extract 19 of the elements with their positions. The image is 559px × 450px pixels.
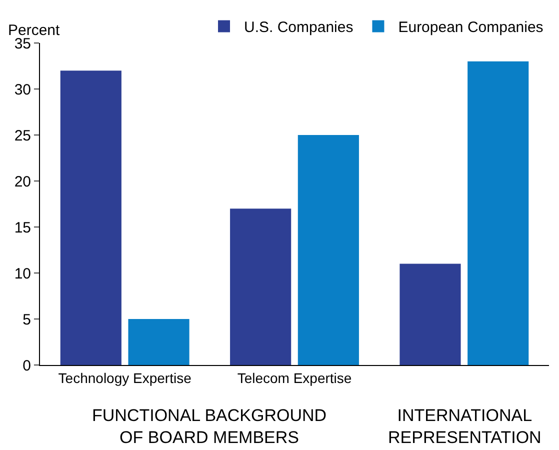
bar <box>60 70 122 365</box>
y-tick-label: 25 <box>14 127 31 144</box>
bar <box>298 135 359 365</box>
bar <box>128 319 190 365</box>
y-tick-label: 15 <box>14 219 31 236</box>
x-tick-label: Technology Expertise <box>58 370 192 386</box>
legend-label: U.S. Companies <box>244 19 354 36</box>
y-tick-label: 30 <box>14 81 31 98</box>
bar <box>230 208 292 365</box>
legend-label: European Companies <box>398 19 544 36</box>
text: INTERNATIONAL REPRESENTATION <box>388 406 542 448</box>
y-tick-label: 5 <box>22 311 31 328</box>
y-tick-label: 0 <box>22 357 31 374</box>
y-tick-label: 10 <box>14 265 31 282</box>
bar <box>400 264 461 365</box>
x-tick-label: Telecom Expertise <box>237 370 352 386</box>
bar <box>468 61 529 365</box>
y-tick-label: 20 <box>14 173 31 190</box>
text: FUNCTIONAL BACKGROUND OF BOARD MEMBERS <box>92 406 327 448</box>
